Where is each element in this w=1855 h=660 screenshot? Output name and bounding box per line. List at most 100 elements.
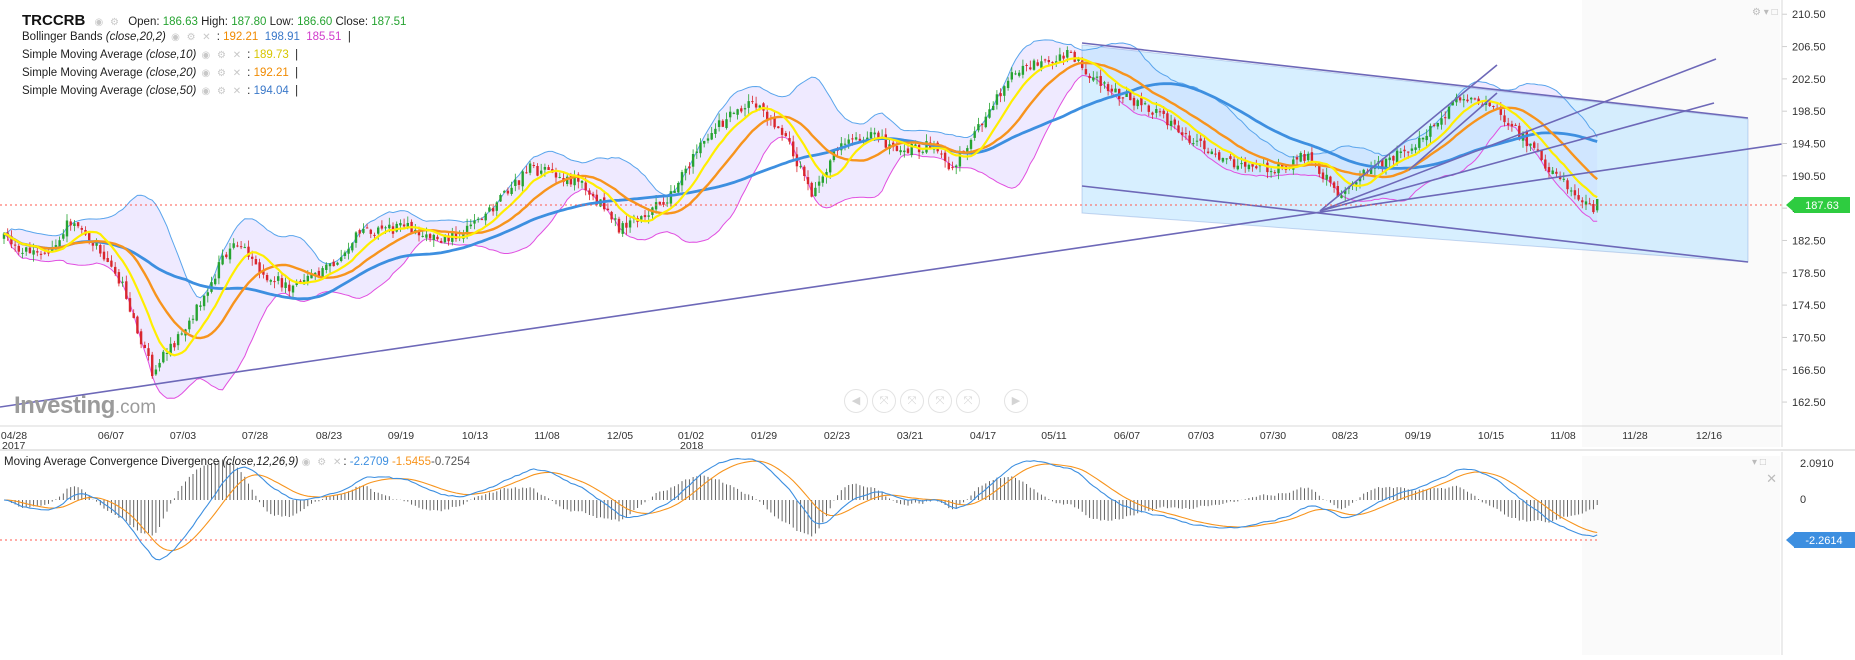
candle[interactable] xyxy=(340,249,343,263)
candle[interactable] xyxy=(1573,184,1577,200)
candle[interactable] xyxy=(1092,71,1095,82)
candle[interactable] xyxy=(1310,147,1314,164)
candle[interactable] xyxy=(380,220,384,231)
candle[interactable] xyxy=(477,216,480,223)
candle[interactable] xyxy=(158,359,161,372)
candle[interactable] xyxy=(814,182,817,197)
candle[interactable] xyxy=(614,214,617,227)
zoom-fit-icon[interactable]: ⤧ xyxy=(928,389,952,413)
candle[interactable] xyxy=(784,130,787,137)
candle[interactable] xyxy=(1388,154,1391,167)
candle[interactable] xyxy=(858,134,862,142)
candle[interactable] xyxy=(1173,117,1176,130)
candle[interactable] xyxy=(558,172,561,179)
candle[interactable] xyxy=(1003,85,1006,102)
candle[interactable] xyxy=(162,349,165,364)
candle[interactable] xyxy=(980,123,984,133)
candle[interactable] xyxy=(21,247,24,258)
candle[interactable] xyxy=(191,315,195,324)
candle[interactable] xyxy=(1032,58,1036,71)
candle[interactable] xyxy=(973,126,976,141)
candle[interactable] xyxy=(1547,162,1551,180)
candle[interactable] xyxy=(662,196,665,208)
candle[interactable] xyxy=(39,250,43,260)
candle[interactable] xyxy=(1470,96,1473,104)
candle[interactable] xyxy=(729,106,732,123)
candle[interactable] xyxy=(221,249,224,266)
candle[interactable] xyxy=(580,180,584,189)
candle[interactable] xyxy=(432,233,435,247)
candle[interactable] xyxy=(28,242,32,254)
candle[interactable] xyxy=(1436,122,1439,130)
candle[interactable] xyxy=(958,146,962,172)
candle[interactable] xyxy=(173,340,176,351)
long-trendline[interactable] xyxy=(0,143,1783,408)
candle[interactable] xyxy=(1136,98,1139,110)
candle[interactable] xyxy=(955,164,958,175)
candle[interactable] xyxy=(195,303,198,322)
candle[interactable] xyxy=(792,135,795,161)
candle[interactable] xyxy=(202,294,206,311)
candle[interactable] xyxy=(136,315,139,335)
trendlines[interactable] xyxy=(0,42,1783,408)
candle[interactable] xyxy=(1184,127,1188,140)
candle[interactable] xyxy=(1425,129,1428,147)
candle[interactable] xyxy=(677,181,680,194)
candle[interactable] xyxy=(1596,199,1599,213)
candle[interactable] xyxy=(695,144,698,159)
candle[interactable] xyxy=(817,175,821,193)
candle[interactable] xyxy=(1114,83,1117,93)
candle[interactable] xyxy=(147,343,150,361)
legend-sma20[interactable]: Simple Moving Average (close,20) ◉ ⚙ ✕: … xyxy=(22,67,298,79)
candle[interactable] xyxy=(336,261,339,266)
candle[interactable] xyxy=(1014,70,1017,76)
gear-icon[interactable]: ◉ ⚙ ✕ xyxy=(201,86,244,97)
candle[interactable] xyxy=(829,158,832,179)
candle[interactable] xyxy=(1221,157,1225,164)
channel-lower-line[interactable] xyxy=(1081,185,1749,263)
candle[interactable] xyxy=(102,244,106,262)
candle[interactable] xyxy=(1218,150,1221,162)
candle[interactable] xyxy=(706,133,710,144)
settings-icon[interactable]: ⚙ xyxy=(1752,7,1761,18)
candle[interactable] xyxy=(1251,163,1254,172)
candle[interactable] xyxy=(610,210,613,223)
chevron-down-icon[interactable]: ▾ xyxy=(1763,7,1769,18)
candle[interactable] xyxy=(1570,187,1573,197)
candle[interactable] xyxy=(995,90,999,110)
candle[interactable] xyxy=(139,328,143,349)
candle[interactable] xyxy=(1507,117,1510,130)
candle[interactable] xyxy=(228,243,232,264)
gear-icon[interactable]: ◉ ⚙ ✕ xyxy=(201,68,244,79)
candle[interactable] xyxy=(343,250,347,260)
candle[interactable] xyxy=(273,276,276,289)
candle[interactable] xyxy=(1551,167,1554,175)
legend-macd[interactable]: Moving Average Convergence Divergence (c… xyxy=(4,456,470,468)
candle[interactable] xyxy=(736,108,739,120)
candle[interactable] xyxy=(1181,127,1184,141)
scroll-right-icon[interactable]: ▶ xyxy=(1004,389,1028,413)
candle[interactable] xyxy=(1062,52,1065,65)
legend-bollinger[interactable]: Bollinger Bands (close,20,2) ◉ ⚙ ✕: 192.… xyxy=(22,31,351,43)
candle[interactable] xyxy=(921,150,924,155)
candle[interactable] xyxy=(1455,93,1458,106)
candle[interactable] xyxy=(1303,150,1306,164)
candle[interactable] xyxy=(1025,63,1028,72)
gear-icon[interactable]: ◉ ⚙ ✕ xyxy=(301,457,344,468)
candle[interactable] xyxy=(1421,137,1425,143)
candle[interactable] xyxy=(369,228,372,239)
candle[interactable] xyxy=(703,140,706,148)
candle[interactable] xyxy=(843,138,847,151)
candle[interactable] xyxy=(25,246,28,256)
candle[interactable] xyxy=(821,172,824,187)
candle[interactable] xyxy=(1199,135,1202,148)
candle[interactable] xyxy=(714,123,717,138)
candle[interactable] xyxy=(899,145,902,156)
candle[interactable] xyxy=(1447,105,1451,120)
candle[interactable] xyxy=(1029,60,1032,71)
candle[interactable] xyxy=(62,229,65,241)
candle[interactable] xyxy=(877,130,880,143)
candle[interactable] xyxy=(121,276,124,287)
candle[interactable] xyxy=(325,262,328,274)
candle[interactable] xyxy=(199,301,202,311)
